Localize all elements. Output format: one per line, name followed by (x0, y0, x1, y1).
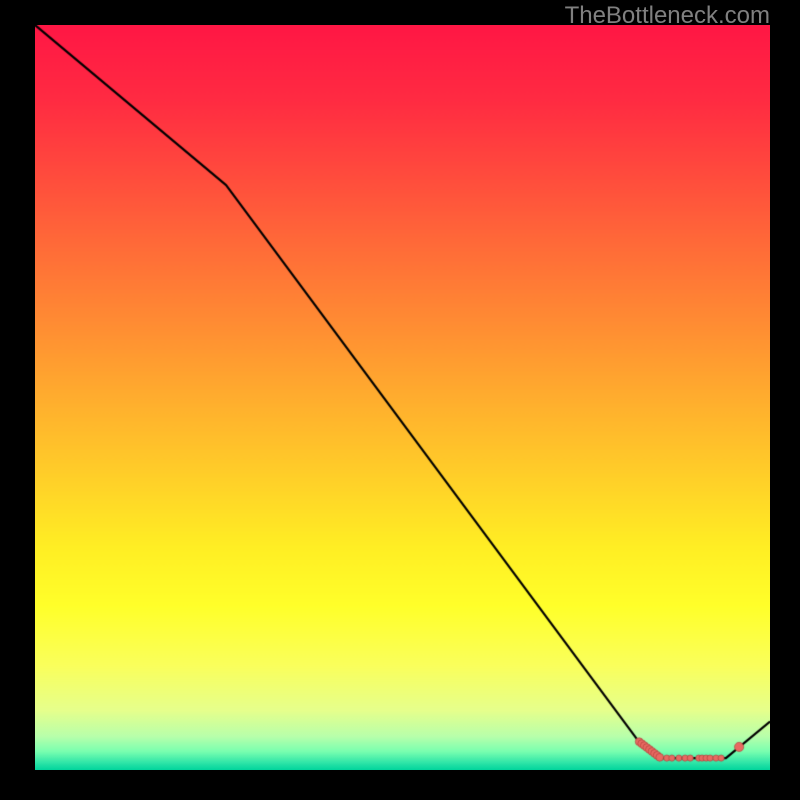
watermark-text: TheBottleneck.com (565, 2, 770, 30)
bottleneck-chart (35, 25, 770, 770)
chart-stage: TheBottleneck.com (0, 0, 800, 800)
